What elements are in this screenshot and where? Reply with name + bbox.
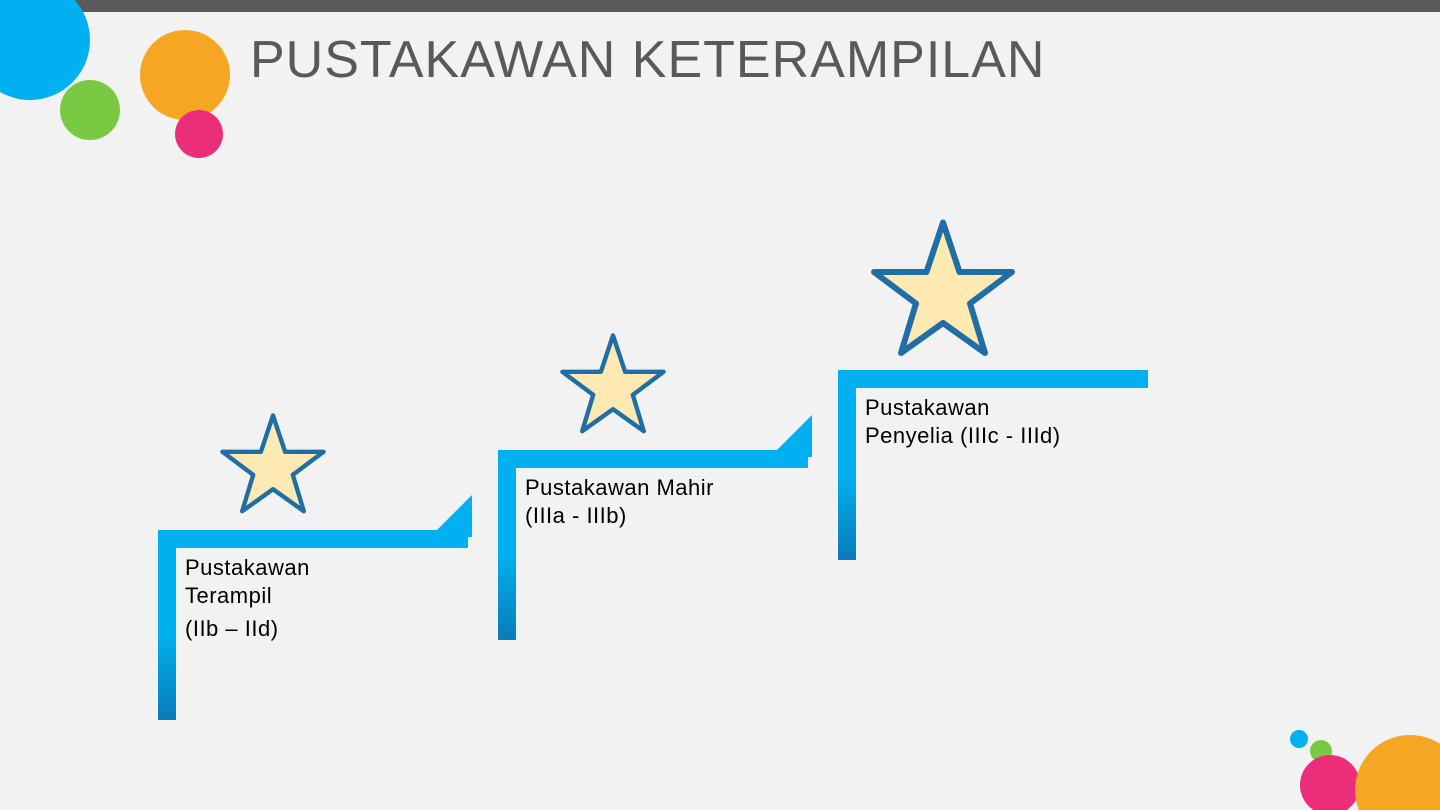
step-label-line: (IIb – IId): [185, 615, 310, 643]
step-horizontal-bar: [838, 370, 1148, 388]
decorative-circle: [60, 80, 120, 140]
step-vertical-bar: [838, 370, 856, 560]
decorative-circle: [175, 110, 223, 158]
step-vertical-bar: [158, 530, 176, 720]
step-horizontal-bar: [158, 530, 468, 548]
step-label-line: Terampil: [185, 582, 310, 610]
step-horizontal-bar: [498, 450, 808, 468]
top-bar: [0, 0, 1440, 12]
star-icon: [558, 330, 668, 445]
step-connector-triangle-icon: [430, 495, 472, 542]
decorative-circle: [1300, 755, 1360, 810]
step-connector-triangle-icon: [770, 415, 812, 462]
step-label: PustakawanPenyelia (IIIc - IIId): [865, 394, 1061, 449]
step-label-line: (IIIa - IIIb): [525, 502, 714, 530]
step-label: Pustakawan Mahir(IIIa - IIIb): [525, 474, 714, 529]
decorative-circle: [1355, 735, 1440, 810]
step-label-line: Penyelia (IIIc - IIId): [865, 422, 1061, 450]
decorative-circle: [140, 30, 230, 120]
page-title: PUSTAKAWAN KETERAMPILAN: [250, 30, 1045, 90]
star-icon: [218, 410, 328, 525]
decorative-circle: [1290, 730, 1308, 748]
step-label-line: Pustakawan Mahir: [525, 474, 714, 502]
step-label-line: Pustakawan: [865, 394, 1061, 422]
step-vertical-bar: [498, 450, 516, 640]
star-icon: [868, 215, 1018, 370]
step-label: PustakawanTerampil (IIb – IId): [185, 554, 310, 643]
step-label-line: Pustakawan: [185, 554, 310, 582]
